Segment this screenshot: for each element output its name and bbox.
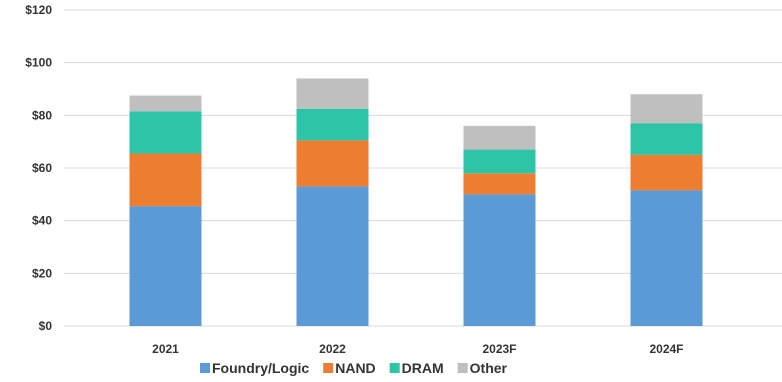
legend-swatch <box>457 363 468 373</box>
y-tick-label: $60 <box>32 161 52 175</box>
x-tick-label: 2021 <box>152 342 179 356</box>
bar-segment-nand <box>129 153 202 207</box>
x-tick-label: 2023F <box>482 342 516 356</box>
legend: Foundry/Logic NAND DRAM Other <box>200 360 508 376</box>
bar-segment-foundry-logic <box>463 194 536 326</box>
legend-label: Other <box>470 360 508 376</box>
y-tick-label: $80 <box>32 108 52 122</box>
bar-segment-nand <box>296 140 369 187</box>
bar-segment-dram <box>296 108 369 141</box>
y-tick-label: $0 <box>39 319 53 333</box>
x-axis-ticks: 2021 2022 2023F 2024F <box>152 342 683 356</box>
bar-segment-foundry-logic <box>296 186 369 326</box>
legend-label: NAND <box>335 360 375 376</box>
bar-segment-foundry-logic <box>630 190 703 326</box>
y-tick-label: $20 <box>32 266 52 280</box>
y-tick-label: $100 <box>25 56 52 70</box>
bar-segment-other <box>463 125 536 150</box>
y-tick-label: $120 <box>25 3 52 17</box>
bar-segment-other <box>630 94 703 124</box>
bar-segment-dram <box>463 149 536 174</box>
bar-segment-other <box>296 78 369 109</box>
bar-segment-dram <box>630 123 703 155</box>
bar-segment-nand <box>630 154 703 191</box>
bar-segment-other <box>129 95 202 112</box>
legend-swatch <box>200 363 210 373</box>
y-axis-ticks: $0 $20 $40 $60 $80 $100 $120 <box>25 3 52 333</box>
bar-segment-nand <box>463 173 536 195</box>
bars <box>129 78 703 326</box>
x-tick-label: 2024F <box>649 342 683 356</box>
legend-label: DRAM <box>402 360 444 376</box>
bar-segment-foundry-logic <box>129 206 202 326</box>
x-tick-label: 2022 <box>319 342 346 356</box>
legend-label: Foundry/Logic <box>212 360 309 376</box>
y-tick-label: $40 <box>32 214 52 228</box>
legend-swatch <box>389 363 400 373</box>
bar-segment-dram <box>129 111 202 154</box>
legend-swatch <box>323 363 334 373</box>
